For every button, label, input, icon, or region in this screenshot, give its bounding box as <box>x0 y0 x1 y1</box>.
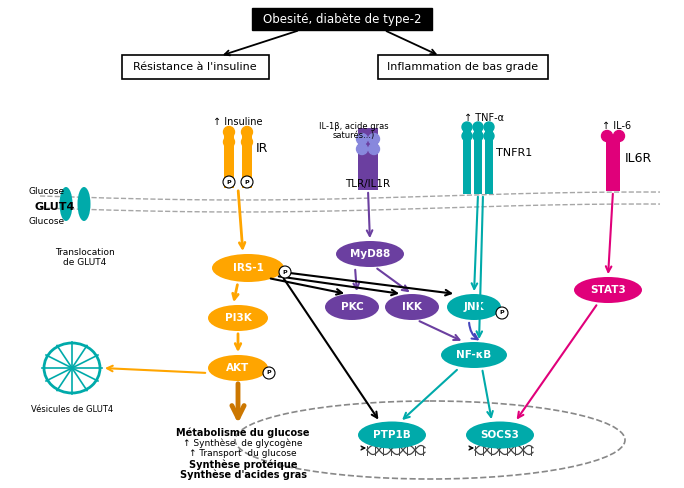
Text: ↑ TNF-α: ↑ TNF-α <box>464 113 504 123</box>
Circle shape <box>473 131 483 141</box>
Text: ↑ Insuline: ↑ Insuline <box>213 117 263 127</box>
Circle shape <box>607 140 618 150</box>
Circle shape <box>263 367 275 379</box>
Bar <box>252 8 432 30</box>
Ellipse shape <box>77 187 90 221</box>
Text: ↑ IL-6: ↑ IL-6 <box>603 121 631 131</box>
Text: PTP1B: PTP1B <box>373 430 411 440</box>
Text: IL-1β, acide gras: IL-1β, acide gras <box>319 122 389 131</box>
Text: AKT: AKT <box>226 363 250 373</box>
Text: STAT3: STAT3 <box>590 285 626 295</box>
Bar <box>606 135 620 191</box>
Circle shape <box>223 176 235 188</box>
Ellipse shape <box>385 294 439 320</box>
Circle shape <box>369 143 380 155</box>
Bar <box>474 126 482 194</box>
Text: P: P <box>500 310 504 316</box>
Circle shape <box>224 126 235 138</box>
Text: Résistance à l'insuline: Résistance à l'insuline <box>133 62 256 72</box>
Text: Inflammation de bas grade: Inflammation de bas grade <box>387 62 538 72</box>
Text: TLR/IL1R: TLR/IL1R <box>345 179 391 189</box>
Text: MyD88: MyD88 <box>350 249 390 259</box>
Text: SOCS3: SOCS3 <box>481 430 519 440</box>
Ellipse shape <box>336 241 404 267</box>
Text: Glucose: Glucose <box>29 218 65 226</box>
Text: ↑ Transport  du glucose: ↑ Transport du glucose <box>189 449 297 458</box>
Circle shape <box>241 176 253 188</box>
Text: P: P <box>267 370 272 375</box>
Circle shape <box>241 137 252 147</box>
Ellipse shape <box>208 305 268 331</box>
Text: P: P <box>282 269 287 274</box>
Text: GLUT4: GLUT4 <box>35 202 75 212</box>
Text: Synthèse d'acides gras: Synthèse d'acides gras <box>179 469 306 480</box>
Text: Translocation
de GLUT4: Translocation de GLUT4 <box>55 248 115 267</box>
Circle shape <box>356 143 367 155</box>
Ellipse shape <box>358 422 426 448</box>
Ellipse shape <box>60 187 73 221</box>
FancyBboxPatch shape <box>122 55 269 79</box>
Text: P: P <box>226 180 231 184</box>
Ellipse shape <box>208 355 268 381</box>
Ellipse shape <box>212 254 284 282</box>
Circle shape <box>224 137 235 147</box>
Text: Métabolisme du glucose: Métabolisme du glucose <box>176 428 310 439</box>
Circle shape <box>601 130 612 142</box>
Circle shape <box>614 130 624 142</box>
Circle shape <box>484 122 494 132</box>
Text: Vésicules de GLUT4: Vésicules de GLUT4 <box>31 405 113 414</box>
Bar <box>242 132 252 188</box>
Ellipse shape <box>325 294 379 320</box>
Circle shape <box>462 122 472 132</box>
Text: Obesité, diabète de type-2: Obesité, diabète de type-2 <box>263 13 421 25</box>
Circle shape <box>462 131 472 141</box>
Text: IR: IR <box>256 142 268 155</box>
Bar <box>358 128 378 190</box>
Text: PI3K: PI3K <box>224 313 252 323</box>
Ellipse shape <box>447 294 501 320</box>
Bar <box>485 126 493 194</box>
Text: NF-κB: NF-κB <box>456 350 492 360</box>
Circle shape <box>241 126 252 138</box>
Circle shape <box>279 266 291 278</box>
Bar <box>463 126 471 194</box>
Text: IRS-1: IRS-1 <box>233 263 263 273</box>
Ellipse shape <box>574 277 642 303</box>
Text: PKC: PKC <box>341 302 363 312</box>
Text: P: P <box>245 180 249 184</box>
Text: JNK: JNK <box>464 302 484 312</box>
Bar <box>224 132 234 188</box>
Text: ↑ Synthèse  de glycogène: ↑ Synthèse de glycogène <box>183 439 303 448</box>
Text: Synthèse protéique: Synthèse protéique <box>189 459 298 469</box>
Text: IKK: IKK <box>402 302 422 312</box>
Text: Glucose: Glucose <box>29 187 65 197</box>
Circle shape <box>484 131 494 141</box>
FancyBboxPatch shape <box>378 55 548 79</box>
Text: IL6R: IL6R <box>625 151 653 164</box>
Text: TNFR1: TNFR1 <box>496 148 532 158</box>
Ellipse shape <box>441 342 507 368</box>
Circle shape <box>369 134 380 144</box>
Circle shape <box>356 134 367 144</box>
Circle shape <box>496 307 508 319</box>
Circle shape <box>473 122 483 132</box>
Text: saturés...): saturés...) <box>333 131 375 140</box>
Ellipse shape <box>466 422 534 448</box>
